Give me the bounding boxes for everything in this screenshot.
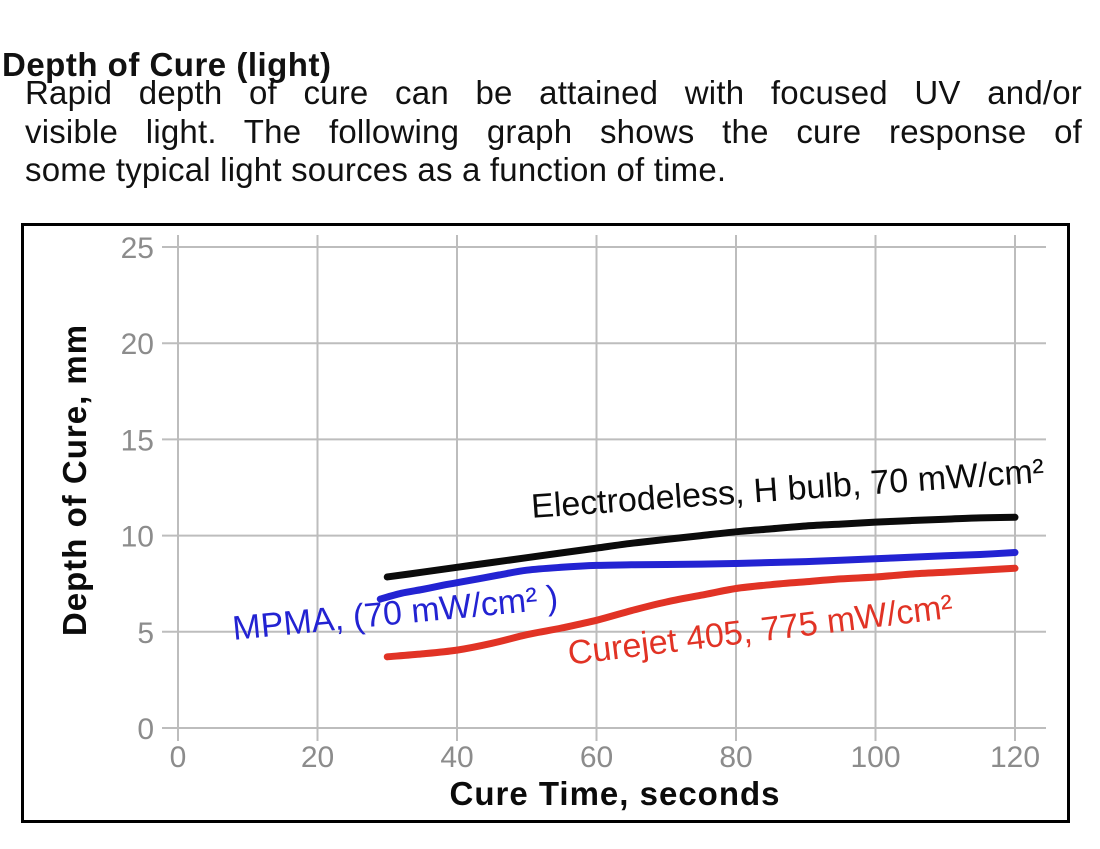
y-tick-label: 10 [121,521,154,554]
series-line-0 [383,513,1019,581]
paragraph-line: visible light. The following graph shows… [25,112,1082,150]
x-tick-label: 20 [301,741,334,774]
x-tick-label: 120 [990,741,1040,774]
paragraph-line: Rapid depth of cure can be attained with… [25,74,1082,111]
chart-plot-area: 0 20 40 60 80 100 120 0 5 10 15 20 25 [121,232,1046,774]
x-axis-title: Cure Time, seconds [449,775,781,812]
x-tick-label: 0 [170,741,187,774]
x-tick-label: 40 [440,741,473,774]
intro-paragraph: Rapid depth of cure can be attained with… [25,74,1082,190]
y-tick-label: 20 [121,328,154,361]
y-tick-label: 5 [137,617,154,650]
chart-frame: 0 20 40 60 80 100 120 0 5 10 15 20 25 Electrodeless,… [21,223,1070,823]
y-tick-label: 15 [121,424,154,457]
x-tick-label: 100 [850,741,900,774]
paragraph-line: some typical light sources as a function… [25,151,727,189]
x-tick-label: 60 [580,741,613,774]
series-line-1 [376,549,1019,603]
series-line-2 [383,564,1019,661]
x-tick-label: 80 [719,741,752,774]
y-tick-label: 0 [137,713,154,746]
y-axis-title: Depth of Cure, mm [56,323,93,637]
page-title: Depth of Cure (light) [2,46,332,84]
y-tick-label: 25 [121,232,154,265]
